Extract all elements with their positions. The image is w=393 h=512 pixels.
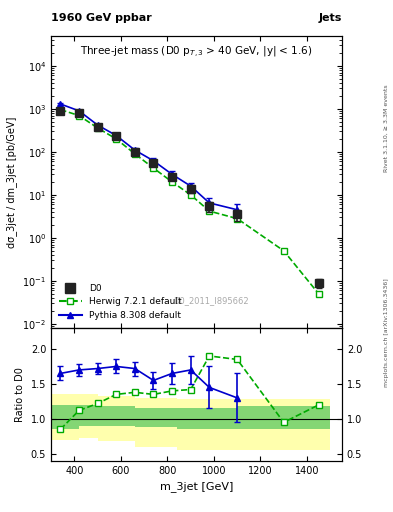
Text: 1960 GeV ppbar: 1960 GeV ppbar [51,13,152,23]
Text: Rivet 3.1.10, ≥ 3.3M events: Rivet 3.1.10, ≥ 3.3M events [384,84,389,172]
Text: mcplots.cern.ch [arXiv:1306.3436]: mcplots.cern.ch [arXiv:1306.3436] [384,279,389,387]
Text: D0_2011_I895662: D0_2011_I895662 [173,295,249,305]
Text: Jets: Jets [319,13,342,23]
X-axis label: m_3jet [GeV]: m_3jet [GeV] [160,481,233,492]
Text: Three-jet mass (D0 p$_{T,3}$ > 40 GeV, |y| < 1.6): Three-jet mass (D0 p$_{T,3}$ > 40 GeV, |… [80,45,313,59]
Y-axis label: Ratio to D0: Ratio to D0 [15,367,25,422]
Legend: D0, Herwig 7.2.1 default, Pythia 8.308 default: D0, Herwig 7.2.1 default, Pythia 8.308 d… [55,280,185,324]
Y-axis label: dσ_3jet / dm_3jet [pb/GeV]: dσ_3jet / dm_3jet [pb/GeV] [6,116,17,248]
